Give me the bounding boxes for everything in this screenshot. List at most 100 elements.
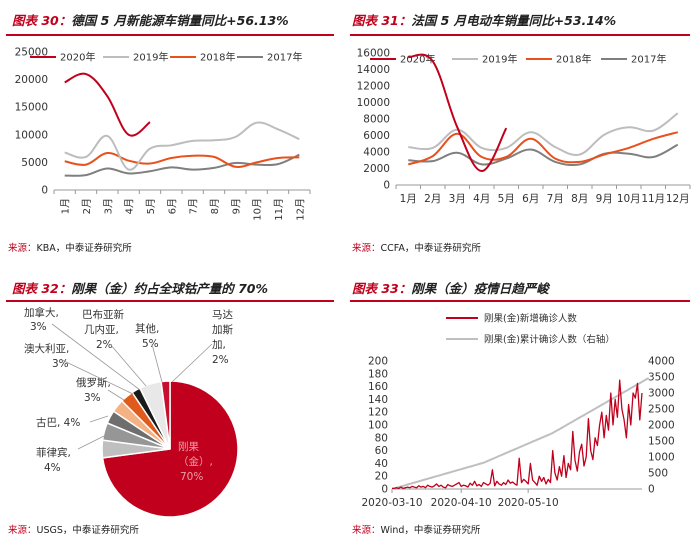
leader-line bbox=[77, 435, 105, 450]
series-line-2017 bbox=[408, 143, 679, 167]
pie-label: 加拿大, bbox=[24, 306, 59, 319]
leader-line bbox=[171, 343, 213, 383]
legend-label: 2018年 bbox=[556, 53, 591, 66]
x-tick-label: 2020-05-10 bbox=[498, 497, 559, 509]
x-tick-label: 8月 bbox=[571, 193, 588, 205]
title-rule bbox=[6, 300, 334, 302]
y-tick-label: 2000 bbox=[363, 163, 390, 175]
x-tick-label: 2020-04-10 bbox=[431, 497, 492, 509]
pie-label: 巴布亚新 bbox=[82, 308, 124, 321]
pie-label: 3% bbox=[30, 321, 47, 333]
y-tick-label: 6000 bbox=[363, 130, 390, 142]
leader-line bbox=[51, 323, 141, 391]
panel-germany: 图表 30：德国 5 月新能源车销量同比+56.13% 0 5000 10000 15… bbox=[0, 0, 340, 265]
x-tick-label: 12月 bbox=[666, 193, 690, 205]
y-left-tick-label: 40 bbox=[375, 458, 388, 470]
panel-covid: 图表 33：刚果（金）疫情日趋严峻 0 20 40 60 80 100 120 140 160 1… bbox=[350, 272, 700, 546]
pie-label: 刚果 bbox=[178, 441, 199, 453]
panel-france: 图表 31：法国 5 月电动车销量同比+53.14% 0 2000 4000 6000… bbox=[350, 0, 700, 265]
chart-source: 来源：CCFA，中泰证券研究所 bbox=[352, 243, 481, 254]
chart-source: 来源：KBA，中泰证券研究所 bbox=[8, 243, 132, 254]
france-line-chart: 0 2000 4000 6000 8000 10000 12000 14000 16000 1月 2… bbox=[357, 48, 691, 205]
series-line-2019 bbox=[408, 112, 679, 156]
legend-label: 2020年 bbox=[60, 51, 95, 64]
legend-label: 2017年 bbox=[631, 53, 666, 66]
chart-title: 图表 32：刚果（金）约占全球钴产量的 70% bbox=[12, 281, 269, 296]
y-right-tick-label: 500 bbox=[648, 468, 668, 480]
chart-title: 图表 30：德国 5 月新能源车销量同比+56.13% bbox=[12, 13, 289, 28]
x-tick-label: 9月 bbox=[596, 193, 613, 205]
y-left-tick-label: 120 bbox=[368, 407, 388, 419]
chart-source: 来源：USGS，中泰证券研究所 bbox=[8, 525, 139, 536]
panel-cobalt: 图表 32：刚果（金）约占全球钴产量的 70% 加拿大, 3% 巴布亚新几内亚, 2%… bbox=[0, 272, 340, 546]
y-right-tick-label: 0 bbox=[648, 484, 655, 496]
leader-line bbox=[151, 343, 163, 383]
pie-label: 70% bbox=[180, 471, 203, 483]
pie-label: 几内亚, bbox=[84, 323, 119, 336]
series-line-2020 bbox=[64, 72, 151, 137]
x-tick-label: 7月 bbox=[188, 198, 200, 214]
y-right-tick-label: 1500 bbox=[648, 436, 675, 448]
pie-label: 其他, bbox=[135, 322, 159, 335]
y-left-tick-label: 60 bbox=[375, 445, 388, 457]
pie-label: 俄罗斯, bbox=[76, 376, 111, 389]
x-tick-label: 6月 bbox=[522, 193, 539, 205]
pie-label: 马达 bbox=[212, 309, 233, 321]
series-line-2019 bbox=[64, 121, 300, 171]
y-tick-label: 15000 bbox=[15, 102, 48, 114]
x-tick-label: 8月 bbox=[209, 198, 221, 214]
y-tick-label: 4000 bbox=[363, 147, 390, 159]
pie-label: 2% bbox=[212, 354, 229, 366]
leader-line bbox=[107, 389, 125, 401]
pie-label: 2% bbox=[96, 339, 113, 351]
series-line-2017 bbox=[64, 153, 300, 177]
x-tick-label: 11月 bbox=[273, 198, 285, 221]
pie-label: （金）, bbox=[178, 455, 213, 468]
chart-title: 图表 31：法国 5 月电动车销量同比+53.14% bbox=[352, 13, 617, 28]
pie-label: 3% bbox=[84, 392, 101, 404]
y-left-tick-label: 180 bbox=[368, 368, 388, 380]
y-tick-label: 0 bbox=[41, 185, 48, 197]
x-tick-label: 12月 bbox=[294, 198, 306, 221]
y-tick-label: 10000 bbox=[357, 97, 390, 109]
y-tick-label: 25000 bbox=[15, 47, 48, 59]
pie-label: 4% bbox=[44, 462, 61, 474]
x-tick-label: 4月 bbox=[473, 193, 490, 205]
x-tick-label: 4月 bbox=[124, 198, 136, 214]
legend-label: 刚果(金)新增确诊人数 bbox=[484, 313, 577, 325]
y-tick-label: 8000 bbox=[363, 114, 390, 126]
y-left-tick-label: 140 bbox=[368, 394, 388, 406]
leader-line bbox=[61, 359, 134, 395]
series-line-daily bbox=[392, 379, 643, 490]
y-right-tick-label: 1000 bbox=[648, 452, 675, 464]
pie-label: 古巴, 4% bbox=[36, 416, 80, 429]
x-tick-label: 1月 bbox=[400, 193, 417, 205]
x-tick-label: 2月 bbox=[424, 193, 441, 205]
legend-label: 2019年 bbox=[482, 53, 517, 66]
y-right-tick-label: 3000 bbox=[648, 388, 675, 400]
x-tick-label: 3月 bbox=[102, 198, 114, 214]
legend-label: 2017年 bbox=[267, 51, 302, 64]
series-line-2018 bbox=[407, 131, 679, 166]
legend-label: 2019年 bbox=[133, 51, 168, 64]
series-line-2018 bbox=[64, 151, 300, 168]
y-left-tick-label: 20 bbox=[375, 471, 388, 483]
title-rule bbox=[350, 300, 690, 302]
leader-line bbox=[109, 343, 147, 387]
series-line-cumulative bbox=[391, 377, 650, 490]
legend-label: 2018年 bbox=[200, 51, 235, 64]
legend-label: 刚果(金)累计确诊人数（右轴） bbox=[484, 334, 615, 346]
y-tick-label: 20000 bbox=[15, 74, 48, 86]
y-left-tick-label: 0 bbox=[381, 484, 388, 496]
y-left-tick-label: 80 bbox=[375, 432, 388, 444]
chart-source: 来源：Wind，中泰证券研究所 bbox=[352, 525, 481, 536]
pie-label: 加斯 bbox=[212, 323, 233, 336]
title-rule bbox=[6, 34, 334, 36]
title-rule bbox=[350, 34, 690, 36]
leader-line bbox=[89, 415, 109, 423]
germany-line-chart: 0 5000 10000 15000 20000 25000 1月 2月 3月 4月 5月 6月 7月 8… bbox=[15, 47, 311, 221]
x-tick-label: 2020-03-10 bbox=[361, 497, 422, 509]
y-tick-label: 12000 bbox=[357, 81, 390, 93]
x-tick-label: 5月 bbox=[145, 198, 157, 214]
